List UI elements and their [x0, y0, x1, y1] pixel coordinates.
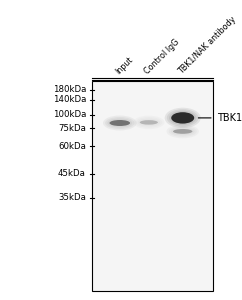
Ellipse shape	[105, 117, 135, 129]
Ellipse shape	[169, 126, 197, 137]
Text: 140kDa: 140kDa	[53, 95, 86, 104]
Ellipse shape	[167, 109, 198, 127]
Text: 180kDa: 180kDa	[53, 85, 86, 94]
Ellipse shape	[165, 108, 201, 128]
Text: 60kDa: 60kDa	[58, 142, 86, 151]
Ellipse shape	[135, 117, 162, 128]
Ellipse shape	[140, 120, 158, 125]
Ellipse shape	[109, 120, 130, 126]
Ellipse shape	[137, 118, 160, 126]
Text: 35kDa: 35kDa	[58, 194, 86, 202]
Text: 45kDa: 45kDa	[58, 169, 86, 178]
Ellipse shape	[169, 111, 197, 125]
Ellipse shape	[103, 116, 136, 130]
Text: 75kDa: 75kDa	[58, 124, 86, 133]
Text: Input: Input	[113, 56, 134, 76]
Ellipse shape	[171, 112, 194, 124]
Text: TBK1/NAK antibody: TBK1/NAK antibody	[176, 15, 237, 76]
Ellipse shape	[107, 118, 132, 127]
Bar	[92, 81, 213, 291]
Ellipse shape	[171, 128, 195, 135]
Ellipse shape	[166, 124, 199, 138]
Ellipse shape	[133, 116, 165, 129]
Text: 100kDa: 100kDa	[53, 110, 86, 119]
Text: TBK1/NAK: TBK1/NAK	[198, 113, 242, 123]
Text: Control IgG: Control IgG	[143, 38, 181, 76]
Ellipse shape	[173, 129, 192, 134]
